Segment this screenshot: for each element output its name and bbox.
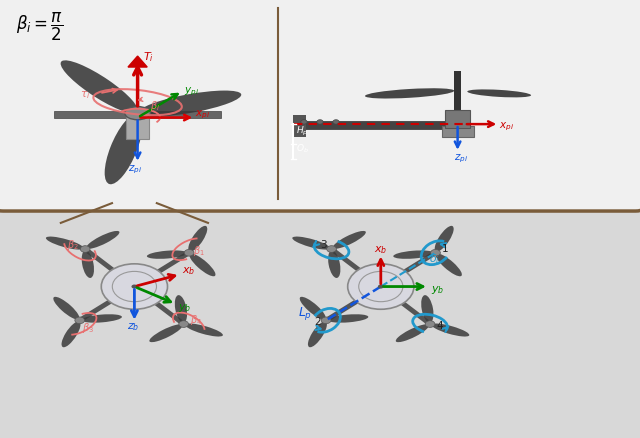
Ellipse shape xyxy=(394,251,433,259)
Text: $\beta_i = \dfrac{\pi}{2}$: $\beta_i = \dfrac{\pi}{2}$ xyxy=(16,11,63,43)
Ellipse shape xyxy=(61,322,81,347)
Circle shape xyxy=(333,120,339,125)
Text: $L_p$: $L_p$ xyxy=(298,304,312,321)
Text: $x_b$: $x_b$ xyxy=(374,244,388,256)
Ellipse shape xyxy=(149,325,182,343)
Circle shape xyxy=(431,250,440,257)
FancyBboxPatch shape xyxy=(0,0,640,212)
Circle shape xyxy=(317,120,323,125)
Text: $\beta_4$: $\beta_4$ xyxy=(190,312,202,326)
Circle shape xyxy=(348,264,414,310)
Ellipse shape xyxy=(328,314,368,323)
Text: $\beta_i$: $\beta_i$ xyxy=(150,99,161,113)
Circle shape xyxy=(301,120,307,125)
Text: $y_b$: $y_b$ xyxy=(431,283,444,295)
Text: 1: 1 xyxy=(442,243,449,253)
Text: $z_b$: $z_b$ xyxy=(127,321,139,332)
Ellipse shape xyxy=(86,231,120,249)
Ellipse shape xyxy=(82,251,94,278)
Ellipse shape xyxy=(308,322,327,347)
Text: 4: 4 xyxy=(436,320,443,330)
Text: $\delta_i$: $\delta_i$ xyxy=(429,251,440,265)
Ellipse shape xyxy=(82,314,122,323)
Circle shape xyxy=(326,246,337,253)
Circle shape xyxy=(101,264,168,310)
Bar xyxy=(294,121,454,129)
Text: $x_{pi}$: $x_{pi}$ xyxy=(195,109,210,121)
Ellipse shape xyxy=(61,61,138,114)
Text: $O_b$: $O_b$ xyxy=(296,142,308,155)
Ellipse shape xyxy=(188,226,207,252)
Ellipse shape xyxy=(175,296,187,323)
Text: $\tau_i$: $\tau_i$ xyxy=(80,89,90,101)
Text: $H_p$: $H_p$ xyxy=(296,125,308,138)
Ellipse shape xyxy=(125,107,150,120)
Polygon shape xyxy=(128,57,147,68)
Circle shape xyxy=(80,246,90,253)
Ellipse shape xyxy=(292,237,330,250)
Bar xyxy=(454,72,461,114)
Ellipse shape xyxy=(328,251,340,278)
Text: $y_b$: $y_b$ xyxy=(178,302,191,314)
Ellipse shape xyxy=(365,89,454,99)
Circle shape xyxy=(75,317,84,324)
Ellipse shape xyxy=(396,325,429,343)
Ellipse shape xyxy=(53,297,79,320)
Ellipse shape xyxy=(432,324,469,337)
Text: $\beta_3$: $\beta_3$ xyxy=(83,320,94,334)
Ellipse shape xyxy=(333,231,366,249)
Ellipse shape xyxy=(300,297,326,320)
Circle shape xyxy=(378,285,384,289)
Ellipse shape xyxy=(186,324,223,337)
Text: $y_{pi}$: $y_{pi}$ xyxy=(184,85,198,98)
Circle shape xyxy=(184,250,194,257)
Ellipse shape xyxy=(189,254,216,277)
Ellipse shape xyxy=(46,237,83,250)
Text: $\beta_1$: $\beta_1$ xyxy=(193,243,205,257)
Circle shape xyxy=(425,321,435,328)
Circle shape xyxy=(131,285,138,289)
Ellipse shape xyxy=(467,90,531,98)
Text: $T_i$: $T_i$ xyxy=(143,50,154,64)
Text: $x_{pi}$: $x_{pi}$ xyxy=(499,121,514,133)
Ellipse shape xyxy=(435,226,454,252)
Bar xyxy=(293,116,306,138)
Text: $x_b$: $x_b$ xyxy=(182,265,196,277)
Text: $z_{pi}$: $z_{pi}$ xyxy=(128,163,142,176)
Bar xyxy=(126,116,149,140)
Bar xyxy=(445,111,470,128)
Text: 3: 3 xyxy=(320,239,326,249)
Ellipse shape xyxy=(147,251,187,259)
Ellipse shape xyxy=(421,296,433,323)
Ellipse shape xyxy=(436,254,462,277)
Circle shape xyxy=(179,321,189,328)
Circle shape xyxy=(321,317,331,324)
Text: 2: 2 xyxy=(315,316,321,326)
Bar xyxy=(54,111,221,119)
Ellipse shape xyxy=(139,92,241,117)
Ellipse shape xyxy=(105,115,142,185)
Bar xyxy=(442,127,474,138)
Text: $z_{pi}$: $z_{pi}$ xyxy=(454,152,468,165)
Text: $\beta_2$: $\beta_2$ xyxy=(67,238,79,252)
